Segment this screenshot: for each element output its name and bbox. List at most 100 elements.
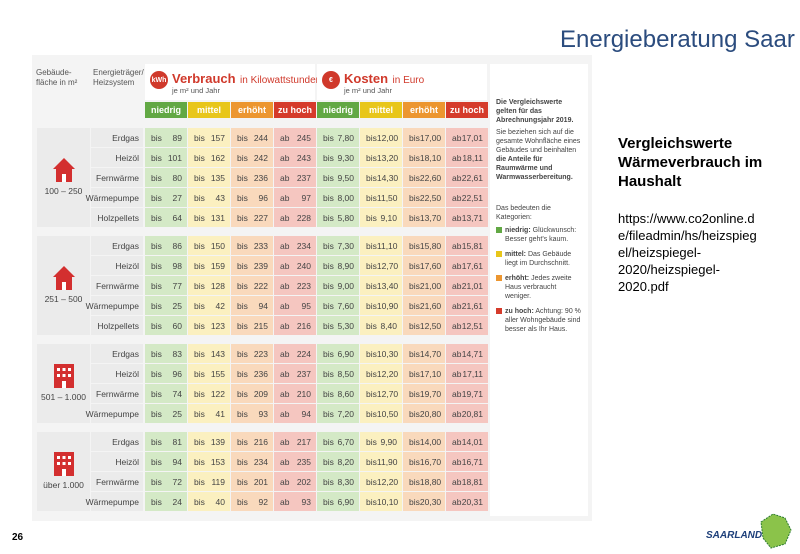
value-cell cell: bis 86 bbox=[145, 236, 187, 255]
value-prefix: bis bbox=[237, 320, 248, 331]
area-label: 100 – 250 bbox=[44, 185, 83, 196]
value-cell cell: bis 12,50 bbox=[403, 316, 445, 335]
legend-label: erhöht: bbox=[505, 275, 530, 282]
value-prefix: bis bbox=[237, 408, 248, 419]
value-number: 17,61 bbox=[461, 260, 483, 271]
legend-item: zu hoch: Achtung: 90 % aller Wohngebäude… bbox=[496, 307, 584, 334]
value-prefix: ab bbox=[452, 496, 462, 507]
value-cell cell: bis 22,50 bbox=[403, 188, 445, 207]
system-header-line: Heizsystem bbox=[93, 78, 135, 87]
value-cell cell: ab 240 bbox=[274, 256, 316, 275]
value-cell cell: ab 20,31 bbox=[446, 492, 488, 511]
value-prefix: bis bbox=[366, 260, 377, 271]
value-number: 10,90 bbox=[376, 300, 399, 311]
legend-text: Achtung: 90 % aller Wohngebäude sind bes… bbox=[505, 308, 581, 333]
consumption-title: Verbrauch in Kilowattstunden bbox=[172, 70, 321, 88]
value-prefix: bis bbox=[151, 172, 162, 183]
value-number: 12,70 bbox=[376, 260, 399, 271]
value-number: 7,30 bbox=[337, 240, 354, 251]
value-cell cell: bis 222 bbox=[231, 276, 273, 295]
value-number: 224 bbox=[296, 348, 311, 359]
value-cell cell: bis 236 bbox=[231, 168, 273, 187]
value-cell cell: bis 17,10 bbox=[403, 364, 445, 383]
legend-swatch bbox=[496, 227, 502, 233]
value-cell cell: bis 13,20 bbox=[360, 148, 402, 167]
value-cell cell: bis 12,70 bbox=[360, 384, 402, 403]
page-number: 26 bbox=[12, 532, 24, 543]
value-prefix: bis bbox=[194, 212, 205, 223]
value-number: 209 bbox=[253, 388, 268, 399]
value-prefix: bis bbox=[151, 436, 162, 447]
value-prefix: ab bbox=[452, 260, 462, 271]
value-prefix: ab bbox=[452, 280, 462, 291]
value-prefix: bis bbox=[237, 240, 248, 251]
value-prefix: bis bbox=[194, 260, 205, 271]
value-prefix: bis bbox=[409, 348, 420, 359]
value-cell cell: bis 150 bbox=[188, 236, 230, 255]
value-prefix: bis bbox=[194, 348, 205, 359]
value-cell cell: bis 24 bbox=[145, 492, 187, 511]
value-number: 94 bbox=[301, 408, 311, 419]
value-prefix: bis bbox=[237, 212, 248, 223]
category-header: niedrig bbox=[317, 102, 359, 118]
value-prefix: bis bbox=[366, 212, 377, 223]
value-number: 202 bbox=[296, 476, 311, 487]
value-cell cell: bis 242 bbox=[231, 148, 273, 167]
category-header: niedrig bbox=[145, 102, 187, 118]
value-cell cell: bis 12,00 bbox=[360, 128, 402, 147]
value-number: 12,70 bbox=[376, 388, 399, 399]
value-prefix: ab bbox=[280, 240, 290, 251]
value-number: 236 bbox=[253, 172, 268, 183]
value-number: 17,60 bbox=[419, 260, 442, 271]
value-cell cell: ab 217 bbox=[274, 432, 316, 451]
value-number: 18,11 bbox=[462, 152, 483, 163]
value-prefix: bis bbox=[323, 280, 334, 291]
value-cell cell: ab 97 bbox=[274, 188, 316, 207]
value-prefix: ab bbox=[452, 456, 462, 467]
value-cell cell: bis 5,80 bbox=[317, 208, 359, 227]
value-prefix: bis bbox=[151, 152, 162, 163]
value-prefix: bis bbox=[409, 320, 420, 331]
legend-label: zu hoch: bbox=[505, 308, 534, 315]
value-cell cell: bis 9,10 bbox=[360, 208, 402, 227]
building-icon bbox=[54, 451, 74, 476]
value-prefix: bis bbox=[366, 240, 377, 251]
value-prefix: ab bbox=[280, 456, 290, 467]
value-number: 7,80 bbox=[337, 132, 354, 143]
value-cell cell: bis 131 bbox=[188, 208, 230, 227]
value-cell cell: bis 13,70 bbox=[403, 208, 445, 227]
value-number: 8,90 bbox=[337, 260, 354, 271]
value-prefix: bis bbox=[237, 496, 248, 507]
header-title: Energieberatung Saar bbox=[560, 26, 795, 53]
value-prefix: bis bbox=[151, 240, 162, 251]
costs-icon: € bbox=[322, 71, 340, 89]
value-number: 60 bbox=[172, 320, 182, 331]
value-cell cell: bis 17,60 bbox=[403, 256, 445, 275]
value-number: 12,00 bbox=[376, 132, 399, 143]
value-cell cell: ab 202 bbox=[274, 472, 316, 491]
value-cell cell: bis 8,20 bbox=[317, 452, 359, 471]
legend-label: niedrig: bbox=[505, 227, 531, 234]
value-prefix: bis bbox=[366, 132, 377, 143]
value-number: 12,50 bbox=[419, 320, 442, 331]
system-cell: Erdgas bbox=[91, 128, 143, 147]
value-prefix: bis bbox=[323, 152, 334, 163]
value-cell cell: bis 18,10 bbox=[403, 148, 445, 167]
value-cell cell: bis 20,30 bbox=[403, 492, 445, 511]
value-prefix: bis bbox=[409, 368, 420, 379]
value-cell cell: bis 21,60 bbox=[403, 296, 445, 315]
sidebar: Die Vergleichswerte gelten für das Abrec… bbox=[490, 64, 588, 516]
value-number: 227 bbox=[253, 212, 268, 223]
value-number: 17,10 bbox=[419, 368, 442, 379]
value-cell cell: bis 209 bbox=[231, 384, 273, 403]
value-number: 14,30 bbox=[376, 172, 399, 183]
value-number: 234 bbox=[296, 240, 311, 251]
system-header: Energieträger/Heizsystem bbox=[93, 68, 147, 88]
system-cell: Holzpellets bbox=[91, 316, 143, 335]
value-prefix: bis bbox=[323, 388, 334, 399]
value-number: 20,30 bbox=[419, 496, 442, 507]
value-cell cell: bis 236 bbox=[231, 364, 273, 383]
value-cell cell: bis 239 bbox=[231, 256, 273, 275]
value-prefix: bis bbox=[323, 348, 334, 359]
system-header-line: Energieträger/ bbox=[93, 68, 144, 77]
